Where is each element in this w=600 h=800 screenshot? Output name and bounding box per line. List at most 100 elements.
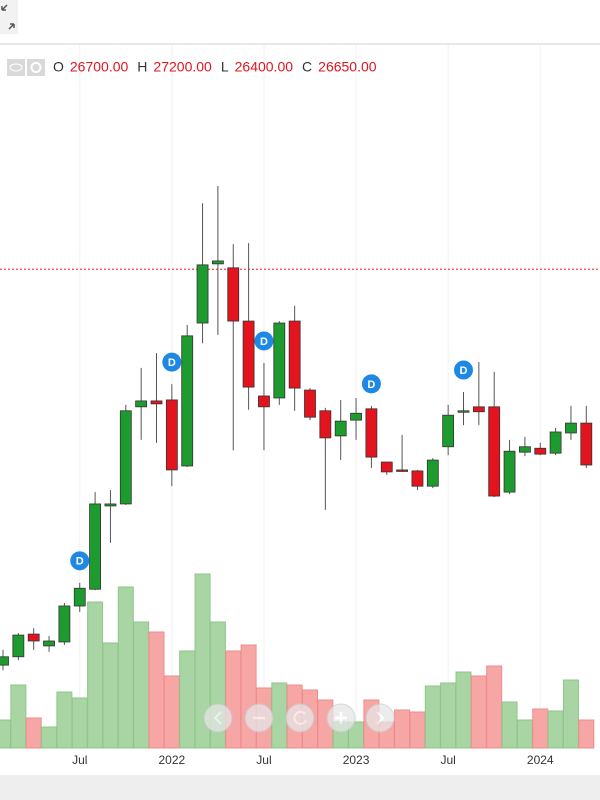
event-marker (361, 374, 381, 394)
volume-bar (102, 642, 119, 749)
event-label: D (460, 365, 468, 377)
volume-bar (516, 719, 533, 749)
plus-icon (335, 712, 347, 724)
candle-body (119, 410, 132, 505)
reset-icon (293, 710, 307, 725)
candle-body (503, 450, 516, 493)
volume-bar (486, 665, 503, 749)
volume-bar (271, 682, 288, 749)
volume-bar (225, 650, 242, 749)
candle-body (426, 459, 439, 487)
volume-bar (10, 684, 27, 749)
legend-value: 26700.00 (70, 59, 129, 75)
event-label: D (367, 379, 375, 391)
legend-value: 26650.00 (318, 59, 377, 75)
reset-button[interactable] (285, 703, 315, 733)
legend-key: H (137, 59, 147, 75)
x-tick-label: Jul (256, 753, 271, 767)
arrow-icon (376, 711, 385, 725)
candle-body (43, 640, 55, 647)
legend-key: O (53, 59, 64, 75)
volume-bar (470, 675, 487, 749)
candle-body (519, 446, 531, 453)
candle-body (534, 447, 547, 455)
candle-body (242, 320, 255, 388)
candle-body (380, 461, 393, 473)
volume-bar (440, 682, 457, 749)
candle-body (181, 335, 194, 467)
legend-key: L (221, 59, 229, 75)
candle-body (165, 399, 178, 471)
candle-body (304, 389, 316, 418)
candle-body (350, 412, 362, 421)
volume-bar (148, 631, 165, 749)
x-tick-label: 2024 (527, 753, 554, 767)
navigation (203, 703, 395, 733)
volume-bar (578, 719, 595, 749)
volume-bar (501, 701, 518, 749)
volume-bar (409, 711, 426, 749)
volume-bar (41, 726, 58, 749)
candle-body (334, 420, 347, 437)
candle-body (580, 422, 593, 466)
candle-body (549, 431, 562, 454)
candle-body (565, 422, 577, 434)
x-tick-label: Jul (72, 753, 87, 767)
volume-bar (179, 650, 196, 749)
expand-icon[interactable] (0, 0, 18, 34)
settings-button[interactable] (27, 59, 45, 76)
candle-body (0, 656, 9, 666)
candle-body (227, 267, 240, 322)
event-marker (70, 551, 90, 571)
ohlc-legend: O 26700.00 H 27200.00 L 26400.00 C 26650.00 (53, 59, 377, 75)
candle-body (135, 400, 148, 408)
candle-body (258, 395, 270, 408)
eye-icon (9, 63, 23, 72)
bottom-strip (0, 775, 600, 800)
candle-body (58, 605, 71, 643)
volume-bar (394, 709, 411, 749)
volume-bar (25, 717, 42, 749)
volume-bar (240, 644, 257, 749)
price-pane: D D D D D (0, 185, 600, 671)
legend-key: C (302, 59, 312, 75)
candle-body (288, 320, 301, 389)
expand-arrows (1, 4, 15, 30)
candle-body (89, 503, 101, 590)
candle-body (196, 264, 209, 324)
candle-body (273, 322, 286, 399)
candle-body (319, 410, 332, 439)
x-tick-label: 2023 (343, 753, 370, 767)
scroll-left-button[interactable] (203, 703, 233, 733)
volume-bar (87, 601, 104, 749)
volume-bar (117, 586, 134, 749)
candle-body (211, 260, 224, 265)
candle-body (442, 414, 455, 448)
grid: Jul 2022 Jul 2023 Jul 2024 (72, 45, 554, 767)
arrow-icon (213, 711, 222, 725)
volume-bar (0, 719, 11, 749)
candle-body (104, 503, 117, 507)
candle-body (12, 634, 25, 658)
candle-body (396, 469, 409, 472)
candle-body (150, 400, 163, 405)
eye-button[interactable] (7, 59, 25, 76)
volume-bar (532, 708, 549, 749)
scroll-right-button[interactable] (365, 703, 395, 733)
volume-bar (56, 691, 73, 749)
volume-bar (163, 675, 180, 749)
event-marker (254, 331, 274, 351)
candle-body (488, 406, 501, 497)
candle-body (411, 470, 424, 487)
event-label: D (260, 336, 268, 348)
event-marker (162, 352, 182, 372)
volume-bar (133, 621, 150, 749)
event-marker (454, 360, 473, 380)
volume-bar (562, 679, 579, 749)
volume-bar (71, 697, 88, 749)
legend-value: 27200.00 (153, 59, 212, 75)
x-tick-label: 2022 (158, 753, 185, 767)
candle-body (472, 406, 485, 413)
volume-bar (455, 671, 472, 749)
